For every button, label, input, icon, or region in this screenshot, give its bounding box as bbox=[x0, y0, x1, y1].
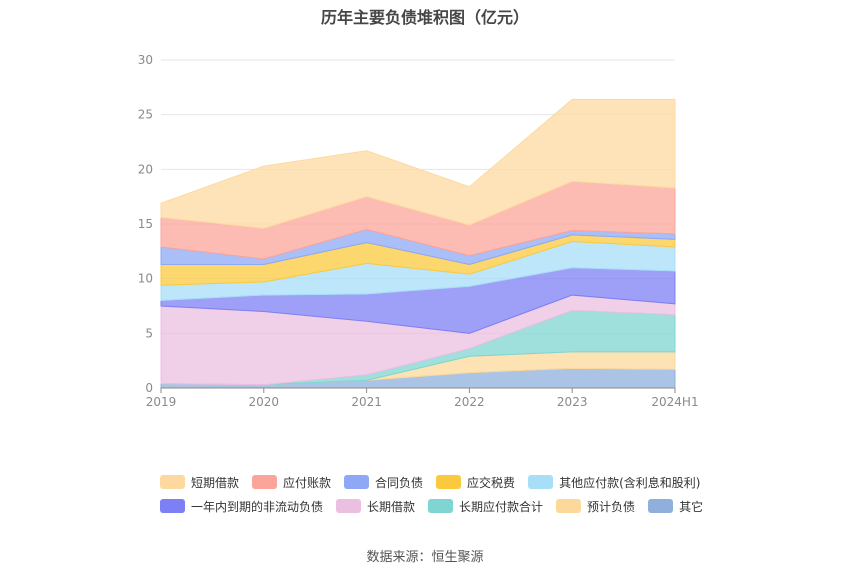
x-tick-label: 2019 bbox=[146, 395, 177, 409]
y-tick-label: 10 bbox=[138, 272, 153, 286]
legend-label: 短期借款 bbox=[191, 475, 240, 490]
chart-legend: 短期借款 应付账款 合同负债 应交税费 其他应付款(含利息和股利) 一年内到期的非流动负… bbox=[160, 470, 720, 518]
legend-swatch bbox=[344, 475, 370, 489]
legend-item[interactable]: 应付账款 bbox=[252, 474, 331, 491]
legend-label: 长期应付款合计 bbox=[459, 499, 544, 514]
legend-label: 其它 bbox=[679, 499, 704, 514]
chart-title: 历年主要负债堆积图（亿元） bbox=[320, 8, 529, 27]
y-tick-label: 15 bbox=[138, 217, 153, 231]
y-tick-label: 0 bbox=[145, 381, 153, 395]
x-tick-label: 2024H1 bbox=[651, 395, 698, 409]
x-tick-label: 2022 bbox=[454, 395, 485, 409]
legend-item[interactable]: 合同负债 bbox=[344, 474, 423, 491]
legend-swatch bbox=[336, 499, 362, 513]
legend-item[interactable]: 应交税费 bbox=[436, 474, 515, 491]
legend-label: 其他应付款(含利息和股利) bbox=[559, 475, 701, 490]
legend-label: 一年内到期的非流动负债 bbox=[191, 499, 324, 514]
legend-swatch bbox=[428, 499, 454, 513]
legend-label: 预计负债 bbox=[587, 499, 636, 514]
legend-item[interactable]: 一年内到期的非流动负债 bbox=[160, 498, 323, 515]
legend-swatch bbox=[160, 475, 185, 489]
y-tick-label: 30 bbox=[138, 53, 153, 67]
legend-swatch bbox=[252, 475, 278, 489]
data-source: 数据来源：恒生聚源 bbox=[366, 550, 484, 565]
legend-label: 应付账款 bbox=[283, 475, 332, 490]
x-tick-label: 2023 bbox=[557, 395, 588, 409]
area-series bbox=[160, 98, 676, 229]
y-tick-label: 20 bbox=[138, 162, 153, 176]
legend-label: 合同负债 bbox=[375, 475, 424, 490]
legend-item[interactable]: 其它 bbox=[648, 498, 703, 515]
legend-swatch bbox=[528, 475, 554, 489]
y-tick-label: 25 bbox=[138, 108, 153, 122]
legend-item[interactable]: 长期应付款合计 bbox=[428, 498, 543, 515]
legend-label: 应交税费 bbox=[467, 475, 516, 490]
legend-item[interactable]: 短期借款 bbox=[160, 474, 239, 491]
legend-swatch bbox=[556, 499, 582, 513]
legend-item[interactable]: 其他应付款(含利息和股利) bbox=[528, 474, 700, 491]
y-tick-label: 5 bbox=[145, 326, 153, 340]
legend-swatch bbox=[160, 499, 185, 513]
legend-item[interactable]: 预计负债 bbox=[556, 498, 635, 515]
legend-row: 短期借款 应付账款 合同负债 应交税费 其他应付款(含利息和股利) bbox=[160, 470, 720, 494]
legend-swatch bbox=[648, 499, 674, 513]
legend-item[interactable]: 长期借款 bbox=[336, 498, 415, 515]
x-tick-label: 2021 bbox=[351, 395, 382, 409]
legend-swatch bbox=[436, 475, 462, 489]
legend-row: 一年内到期的非流动负债 长期借款 长期应付款合计 预计负债 其它 bbox=[160, 494, 720, 518]
x-tick-label: 2020 bbox=[249, 395, 280, 409]
legend-label: 长期借款 bbox=[367, 499, 416, 514]
